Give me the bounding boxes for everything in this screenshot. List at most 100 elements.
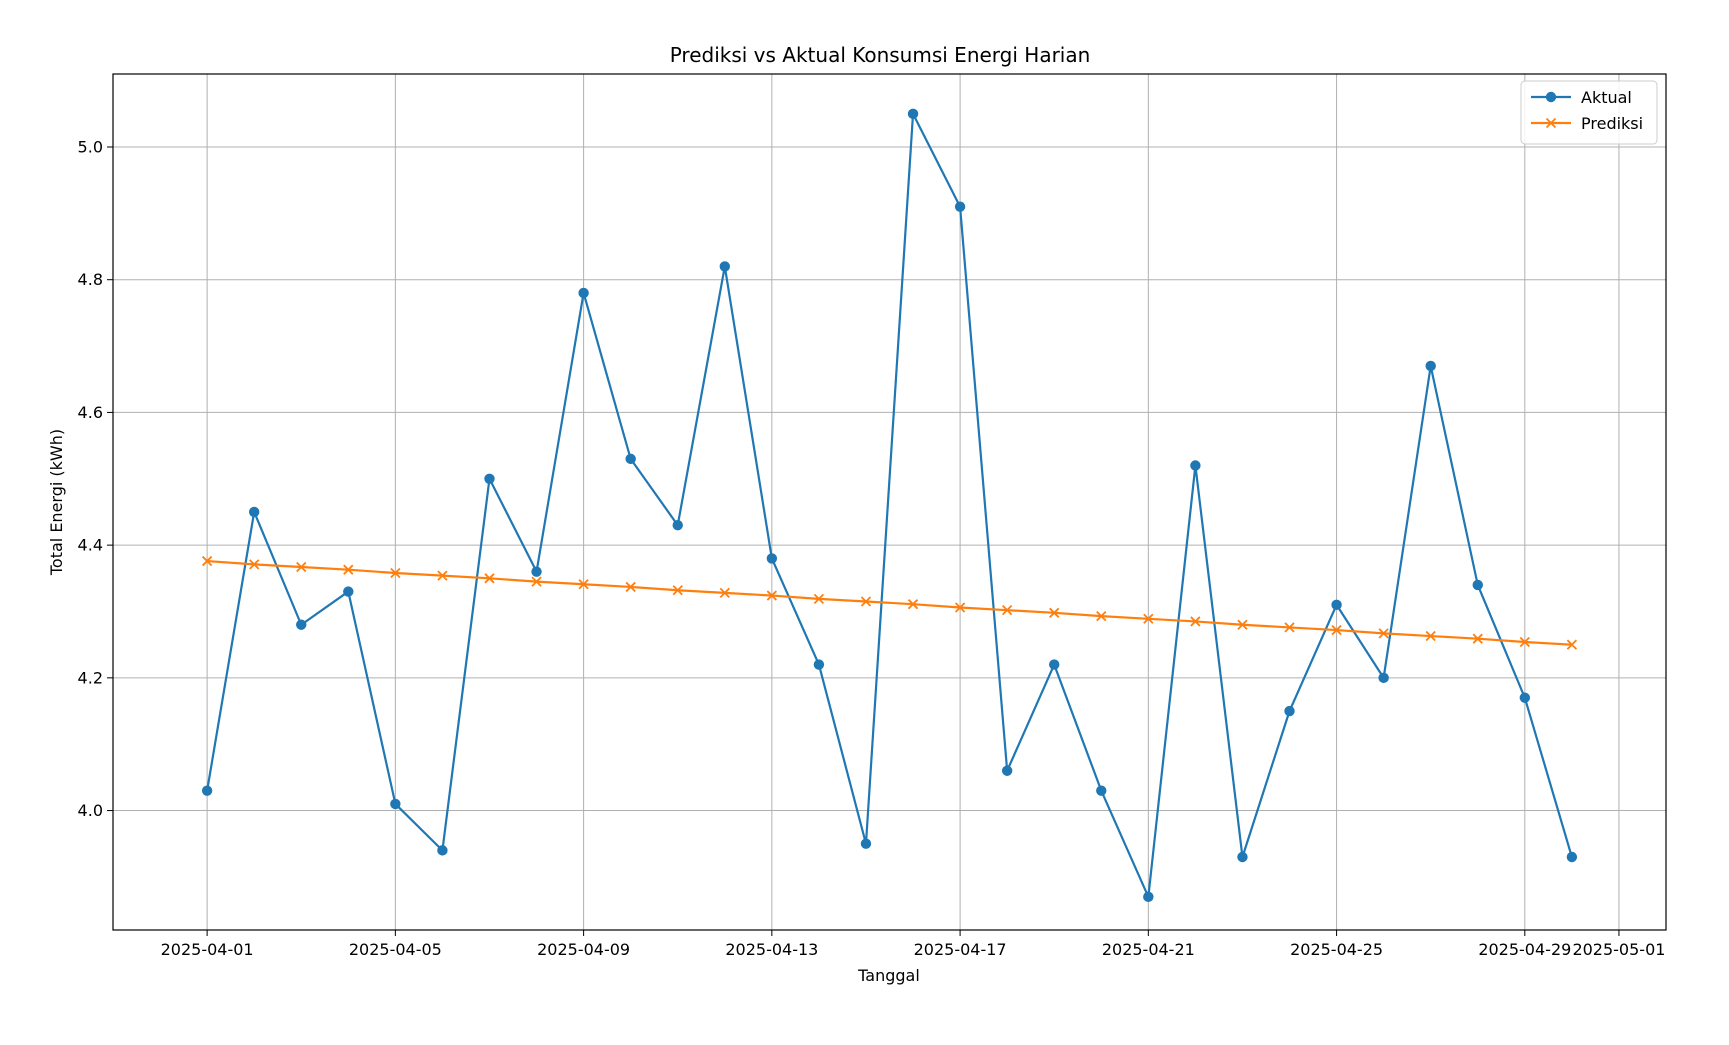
data-point-aktual — [860, 838, 872, 849]
data-point-aktual — [954, 201, 966, 212]
marker-stroke — [249, 559, 260, 570]
marker-stroke — [625, 581, 636, 593]
data-point-aktual — [1284, 705, 1295, 717]
marker-stroke — [578, 579, 589, 590]
y-tick-label: 5.0 — [78, 137, 103, 156]
data-point-prediksi — [907, 599, 919, 610]
series-aktual — [201, 108, 1578, 903]
marker-stroke — [672, 585, 683, 596]
marker-stroke — [343, 564, 354, 575]
data-point-aktual — [1237, 851, 1248, 863]
data-point-aktual — [343, 586, 354, 597]
data-point-aktual — [1190, 460, 1201, 471]
data-point-aktual — [1331, 599, 1342, 611]
data-point-aktual — [1143, 891, 1154, 903]
data-point-prediksi — [390, 567, 401, 579]
data-point-prediksi — [1378, 628, 1389, 639]
data-point-prediksi — [578, 579, 589, 590]
marker-stroke — [531, 576, 542, 587]
x-axis-title: Tanggal — [857, 966, 920, 985]
data-point-prediksi — [1472, 633, 1483, 644]
data-point-prediksi — [1049, 607, 1060, 618]
tick-layer: 2025-04-01 2025-04-05 2025-04-09 2025-04-13… — [78, 137, 1666, 959]
data-point-prediksi — [1237, 619, 1248, 630]
data-point-prediksi — [813, 593, 825, 605]
marker-stroke — [1237, 619, 1248, 630]
data-point-prediksi — [1190, 616, 1201, 627]
data-point-prediksi — [860, 596, 872, 607]
data-point-aktual — [531, 566, 542, 577]
x-tick-label: 2025-04-25 — [1290, 940, 1383, 959]
grid-layer — [113, 74, 1666, 930]
x-tick-label: 2025-04-29 — [1478, 940, 1571, 959]
data-point-aktual — [1049, 659, 1060, 670]
marker-stroke — [766, 590, 777, 601]
marker-stroke — [390, 567, 401, 579]
data-point-prediksi — [1284, 622, 1295, 633]
data-point-aktual — [1096, 785, 1107, 796]
marker-stroke — [437, 570, 448, 581]
plot-frame — [112, 73, 1667, 931]
data-point-aktual — [1566, 851, 1578, 863]
marker-stroke — [1002, 605, 1013, 616]
data-point-aktual — [296, 619, 307, 630]
marker-stroke — [1190, 616, 1201, 627]
data-point-prediksi — [1143, 613, 1154, 624]
legend-label-aktual: Aktual — [1581, 88, 1632, 107]
marker-stroke — [1331, 624, 1342, 636]
data-point-aktual — [484, 473, 495, 484]
data-point-aktual — [1472, 579, 1483, 591]
x-tick-label: 2025-04-17 — [914, 940, 1007, 959]
data-point-prediksi — [1425, 630, 1436, 642]
marker-stroke — [719, 587, 730, 599]
marker-stroke — [1284, 622, 1295, 633]
series-line-prediksi — [207, 559, 1572, 646]
data-point-prediksi — [437, 570, 448, 581]
legend: Aktual Prediksi — [1520, 80, 1658, 145]
x-tick-label: 2025-04-13 — [725, 940, 818, 959]
marker-stroke — [1143, 613, 1154, 624]
data-point-aktual — [1425, 360, 1436, 372]
x-tick-label: 2025-04-21 — [1102, 940, 1195, 959]
data-point-prediksi — [484, 573, 495, 584]
marker-stroke — [1519, 636, 1530, 648]
data-point-prediksi — [625, 581, 636, 593]
data-point-prediksi — [531, 576, 542, 587]
data-point-aktual — [201, 785, 213, 796]
data-point-prediksi — [766, 590, 777, 601]
data-point-prediksi — [249, 559, 260, 570]
y-tick-label: 4.8 — [78, 270, 103, 289]
data-point-prediksi — [1566, 639, 1578, 650]
marker-stroke — [954, 602, 966, 613]
legend-label-prediksi: Prediksi — [1581, 114, 1643, 133]
data-point-aktual — [766, 553, 778, 564]
data-point-prediksi — [1002, 605, 1013, 616]
y-axis-title: Total Energi (kWh) — [47, 429, 66, 576]
marker-stroke — [1096, 610, 1107, 622]
data-point-prediksi — [201, 555, 213, 567]
legend-marker — [1545, 91, 1557, 103]
x-tick-label: 2025-04-01 — [161, 940, 254, 959]
data-point-prediksi — [343, 564, 354, 575]
x-tick-label: 2025-05-01 — [1572, 940, 1665, 959]
x-tick-label: 2025-04-05 — [349, 940, 442, 959]
chart-title: Prediksi vs Aktual Konsumsi Energi Haria… — [670, 43, 1091, 67]
data-point-aktual — [578, 287, 589, 299]
data-point-prediksi — [1096, 610, 1107, 622]
y-tick-label: 4.2 — [78, 668, 103, 687]
data-point-aktual — [437, 845, 448, 856]
marker-stroke — [813, 593, 825, 605]
marker-stroke — [1049, 607, 1060, 618]
legend-entry-aktual: Aktual — [1531, 88, 1632, 107]
data-point-prediksi — [672, 585, 683, 596]
marker-stroke — [296, 561, 307, 573]
y-tick-label: 4.4 — [78, 536, 103, 555]
marker-stroke — [907, 599, 919, 610]
data-point-prediksi — [296, 561, 307, 573]
data-point-prediksi — [719, 587, 730, 599]
data-point-aktual — [813, 659, 825, 670]
series-line-aktual — [206, 112, 1573, 898]
marker-stroke — [1472, 633, 1483, 644]
